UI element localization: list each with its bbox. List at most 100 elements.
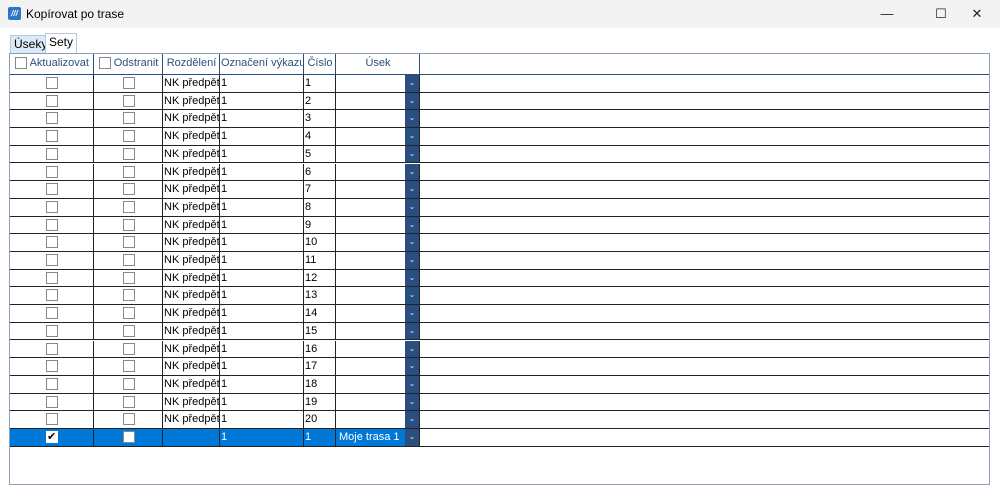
oznaceni-cell[interactable]: 1 (220, 216, 304, 234)
aktualizovat-checkbox[interactable] (46, 165, 58, 178)
oznaceni-cell[interactable]: 1 (220, 358, 304, 375)
aktualizovat-checkbox[interactable] (46, 112, 58, 125)
table-row[interactable]: NK předpětí 1 6 ⌄ (10, 163, 989, 182)
close-button[interactable]: ✕ (971, 6, 983, 21)
rozdeleni-cell[interactable]: NK předpětí (163, 198, 220, 216)
odstranit-checkbox[interactable] (122, 236, 135, 249)
usek-dropdown[interactable]: ⌄ (336, 198, 420, 216)
cislo-cell[interactable]: 16 (304, 340, 336, 358)
odstranit-checkbox[interactable] (122, 377, 135, 390)
chevron-down-icon[interactable]: ⌄ (405, 75, 419, 92)
chevron-down-icon[interactable]: ⌄ (405, 375, 419, 393)
aktualizovat-checkbox[interactable] (46, 77, 58, 90)
chevron-down-icon[interactable]: ⌄ (405, 234, 419, 251)
oznaceni-cell[interactable]: 1 (220, 110, 304, 128)
cislo-cell[interactable]: 9 (304, 216, 336, 234)
odstranit-checkbox[interactable] (122, 112, 135, 125)
odstranit-checkbox[interactable] (122, 254, 135, 267)
cislo-cell[interactable]: 17 (304, 358, 336, 375)
rozdeleni-cell[interactable]: NK předpětí (163, 252, 220, 269)
chevron-down-icon[interactable]: ⌄ (405, 198, 419, 216)
chevron-down-icon[interactable]: ⌄ (405, 252, 419, 269)
cislo-cell[interactable]: 1 (304, 429, 336, 446)
chevron-down-icon[interactable]: ⌄ (405, 340, 419, 358)
oznaceni-cell[interactable]: 1 (220, 375, 304, 393)
oznaceni-cell[interactable]: 1 (220, 128, 304, 145)
select-all-aktualizovat-checkbox[interactable] (15, 57, 28, 70)
oznaceni-cell[interactable]: 1 (220, 340, 304, 358)
table-row[interactable]: NK předpětí 1 17 ⌄ (10, 358, 989, 376)
rozdeleni-cell[interactable]: NK předpětí (163, 375, 220, 393)
chevron-down-icon[interactable]: ⌄ (405, 429, 419, 446)
chevron-down-icon[interactable]: ⌄ (405, 92, 419, 110)
aktualizovat-checkbox[interactable] (46, 377, 58, 390)
oznaceni-cell[interactable]: 1 (220, 411, 304, 428)
header-rozdeleni[interactable]: Rozdělení (163, 54, 220, 74)
odstranit-checkbox[interactable] (122, 218, 135, 231)
cislo-cell[interactable]: 5 (304, 145, 336, 163)
rozdeleni-cell[interactable]: NK předpětí (163, 216, 220, 234)
oznaceni-cell[interactable]: 1 (220, 92, 304, 110)
odstranit-checkbox[interactable] (122, 183, 135, 196)
header-usek[interactable]: Úsek (336, 54, 420, 74)
aktualizovat-checkbox[interactable] (46, 218, 58, 231)
table-row[interactable]: NK předpětí 1 20 ⌄ (10, 411, 989, 429)
chevron-down-icon[interactable]: ⌄ (405, 411, 419, 428)
table-row[interactable]: ✔ 1 1 Moje trasa 1 ⌄ (10, 429, 989, 447)
cislo-cell[interactable]: 4 (304, 128, 336, 145)
aktualizovat-checkbox[interactable] (46, 147, 58, 160)
rozdeleni-cell[interactable]: NK předpětí (163, 287, 220, 305)
usek-dropdown[interactable]: ⌄ (336, 92, 420, 110)
chevron-down-icon[interactable]: ⌄ (405, 287, 419, 305)
table-row[interactable]: NK předpětí 1 15 ⌄ (10, 322, 989, 341)
rozdeleni-cell[interactable]: NK předpětí (163, 269, 220, 287)
usek-dropdown[interactable]: ⌄ (336, 145, 420, 163)
usek-dropdown[interactable]: ⌄ (336, 128, 420, 145)
aktualizovat-checkbox[interactable]: ✔ (46, 431, 58, 444)
usek-dropdown[interactable]: ⌄ (336, 358, 420, 375)
oznaceni-cell[interactable]: 1 (220, 269, 304, 287)
rozdeleni-cell[interactable]: NK předpětí (163, 340, 220, 358)
aktualizovat-checkbox[interactable] (46, 200, 58, 213)
table-row[interactable]: NK předpětí 1 19 ⌄ (10, 393, 989, 412)
odstranit-checkbox[interactable] (122, 307, 135, 320)
cislo-cell[interactable]: 8 (304, 198, 336, 216)
rozdeleni-cell[interactable]: NK předpětí (163, 305, 220, 322)
aktualizovat-checkbox[interactable] (46, 289, 58, 302)
rozdeleni-cell[interactable]: NK předpětí (163, 110, 220, 128)
cislo-cell[interactable]: 11 (304, 252, 336, 269)
oznaceni-cell[interactable]: 1 (220, 181, 304, 198)
odstranit-checkbox[interactable] (122, 200, 135, 213)
table-row[interactable]: NK předpětí 1 13 ⌄ (10, 287, 989, 306)
aktualizovat-checkbox[interactable] (46, 395, 58, 408)
tab-sety[interactable]: Sety (45, 33, 78, 53)
odstranit-checkbox[interactable] (122, 324, 135, 337)
usek-dropdown[interactable]: ⌄ (336, 234, 420, 251)
table-row[interactable]: NK předpětí 1 11 ⌄ (10, 252, 989, 270)
table-row[interactable]: NK předpětí 1 16 ⌄ (10, 340, 989, 359)
chevron-down-icon[interactable]: ⌄ (405, 145, 419, 163)
oznaceni-cell[interactable]: 1 (220, 287, 304, 305)
aktualizovat-checkbox[interactable] (46, 360, 58, 373)
usek-dropdown[interactable]: ⌄ (336, 163, 420, 181)
chevron-down-icon[interactable]: ⌄ (405, 110, 419, 128)
table-row[interactable]: NK předpětí 1 7 ⌄ (10, 181, 989, 199)
chevron-down-icon[interactable]: ⌄ (405, 322, 419, 340)
chevron-down-icon[interactable]: ⌄ (405, 181, 419, 198)
odstranit-checkbox[interactable] (122, 360, 135, 373)
aktualizovat-checkbox[interactable] (46, 94, 58, 107)
oznaceni-cell[interactable]: 1 (220, 163, 304, 181)
header-aktualizovat[interactable]: Aktualizovat (10, 54, 94, 74)
chevron-down-icon[interactable]: ⌄ (405, 216, 419, 234)
rozdeleni-cell[interactable]: NK předpětí (163, 75, 220, 92)
cislo-cell[interactable]: 19 (304, 393, 336, 411)
rozdeleni-cell[interactable]: NK předpětí (163, 92, 220, 110)
cislo-cell[interactable]: 3 (304, 110, 336, 128)
usek-dropdown[interactable]: ⌄ (336, 110, 420, 128)
aktualizovat-checkbox[interactable] (46, 342, 58, 355)
odstranit-checkbox[interactable] (122, 130, 135, 143)
rozdeleni-cell[interactable]: NK předpětí (163, 128, 220, 145)
odstranit-checkbox[interactable] (122, 342, 135, 355)
header-cislo[interactable]: Číslo (304, 54, 336, 74)
aktualizovat-checkbox[interactable] (46, 271, 58, 284)
